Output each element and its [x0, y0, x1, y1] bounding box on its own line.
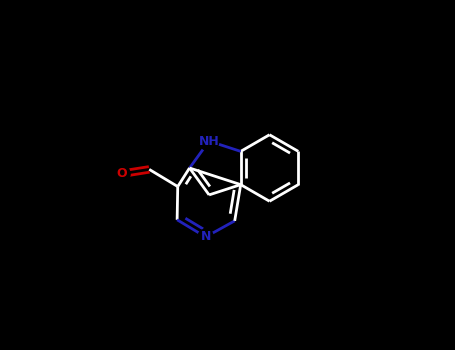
Text: NH: NH: [199, 135, 219, 148]
Text: N: N: [200, 230, 211, 244]
Circle shape: [198, 229, 213, 245]
Circle shape: [112, 165, 130, 183]
Text: O: O: [116, 167, 126, 180]
Circle shape: [199, 131, 219, 151]
